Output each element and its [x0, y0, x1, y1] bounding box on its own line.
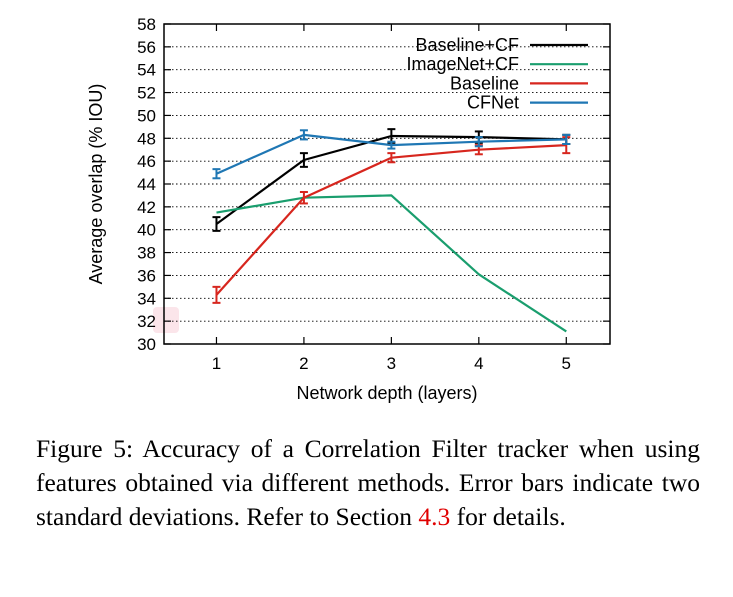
y-tick-label: 58: [137, 15, 156, 34]
caption-text-end: for details.: [450, 502, 566, 531]
series-line-imagenet-cf: [216, 194, 567, 333]
error-bar-baseline: [299, 191, 308, 205]
legend-label-baseline: Baseline: [450, 73, 519, 93]
y-tick-label: 50: [137, 106, 156, 125]
error-bar-baseline-cf: [299, 152, 308, 168]
error-bar-cfnet: [299, 129, 308, 141]
x-ticks: 1 2 3 4 5: [212, 24, 571, 373]
legend-label-cfnet: CFNet: [467, 93, 519, 113]
section-ref-link[interactable]: 4.3: [418, 502, 451, 531]
error-bar-baseline: [212, 285, 221, 304]
x-tick-label: 4: [474, 354, 483, 373]
error-bar-cfnet: [562, 133, 571, 145]
error-bar-baseline-cf: [212, 216, 221, 232]
y-tick-label: 38: [137, 244, 156, 263]
legend-label-imagenet-cf: ImageNet+CF: [406, 54, 519, 74]
x-tick-label: 3: [387, 354, 396, 373]
legend-label-baseline-cf: Baseline+CF: [415, 35, 519, 55]
y-tick-label: 52: [137, 84, 156, 103]
series-imagenet-cf: [216, 194, 567, 333]
error-bar-baseline: [387, 152, 396, 164]
series-cfnet: [212, 129, 571, 180]
x-tick-label: 2: [299, 354, 308, 373]
series-baseline: [212, 136, 571, 304]
y-tick-label: 34: [137, 289, 156, 308]
y-tick-label: 44: [137, 175, 156, 194]
pink-highlight: [153, 307, 179, 333]
x-tick-label: 1: [212, 354, 221, 373]
error-bar-cfnet: [474, 136, 483, 148]
series-line-baseline: [215, 144, 567, 296]
y-axis-title: Average overlap (% IOU): [86, 84, 106, 285]
x-tick-label: 5: [562, 354, 571, 373]
y-tick-label: 46: [137, 152, 156, 171]
y-tick-label: 54: [137, 61, 156, 80]
series-group: [212, 128, 571, 333]
y-ticks: 30 32 34 36 38 40 42 44 46 48 50 52 54 56 58: [137, 15, 610, 354]
caption-text: Figure 5: Accuracy of a Correlation Filt…: [36, 434, 700, 531]
y-tick-label: 48: [137, 129, 156, 148]
y-tick-label: 42: [137, 198, 156, 217]
error-bar-cfnet: [387, 140, 396, 150]
y-tick-label: 40: [137, 221, 156, 240]
figure-caption: Figure 5: Accuracy of a Correlation Filt…: [36, 432, 700, 534]
error-bar-cfnet: [212, 168, 221, 180]
y-tick-label: 32: [137, 312, 156, 331]
plot-frame: [163, 23, 611, 345]
x-axis-title: Network depth (layers): [296, 383, 477, 403]
y-tick-label: 56: [137, 38, 156, 57]
y-tick-label: 30: [137, 335, 156, 354]
y-tick-label: 36: [137, 266, 156, 285]
